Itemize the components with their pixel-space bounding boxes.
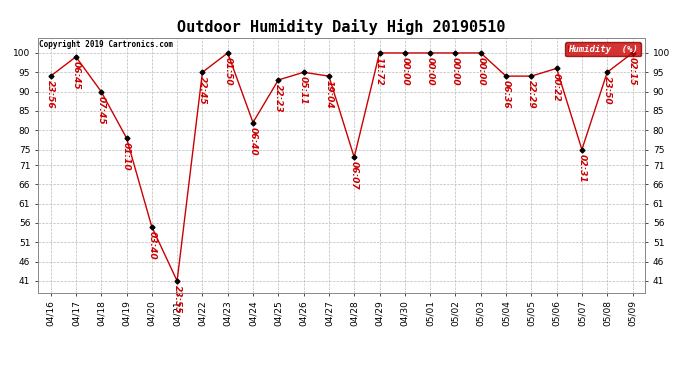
Text: 06:40: 06:40 — [248, 127, 257, 155]
Text: 22:23: 22:23 — [274, 84, 283, 113]
Text: 06:07: 06:07 — [350, 162, 359, 190]
Text: 01:50: 01:50 — [223, 57, 233, 86]
Text: 23:55: 23:55 — [172, 285, 181, 314]
Text: 02:31: 02:31 — [578, 154, 586, 182]
Text: 00:00: 00:00 — [400, 57, 409, 86]
Text: 22:45: 22:45 — [198, 76, 207, 105]
Title: Outdoor Humidity Daily High 20190510: Outdoor Humidity Daily High 20190510 — [177, 19, 506, 35]
Legend: Humidity  (%): Humidity (%) — [565, 42, 640, 56]
Text: 23:56: 23:56 — [46, 80, 55, 109]
Text: 06:45: 06:45 — [71, 61, 81, 90]
Text: 02:15: 02:15 — [628, 57, 637, 86]
Text: 00:00: 00:00 — [426, 57, 435, 86]
Text: 07:45: 07:45 — [97, 96, 106, 124]
Text: 05:11: 05:11 — [299, 76, 308, 105]
Text: 23:50: 23:50 — [602, 76, 612, 105]
Text: Copyright 2019 Cartronics.com: Copyright 2019 Cartronics.com — [39, 40, 173, 49]
Text: 00:00: 00:00 — [451, 57, 460, 86]
Text: 06:36: 06:36 — [502, 80, 511, 109]
Text: 11:72: 11:72 — [375, 57, 384, 86]
Text: 22:29: 22:29 — [526, 80, 536, 109]
Text: 03:40: 03:40 — [147, 231, 157, 260]
Text: 00:22: 00:22 — [552, 73, 561, 101]
Text: 00:00: 00:00 — [476, 57, 485, 86]
Text: 01:10: 01:10 — [122, 142, 131, 171]
Text: 19:04: 19:04 — [324, 80, 333, 109]
